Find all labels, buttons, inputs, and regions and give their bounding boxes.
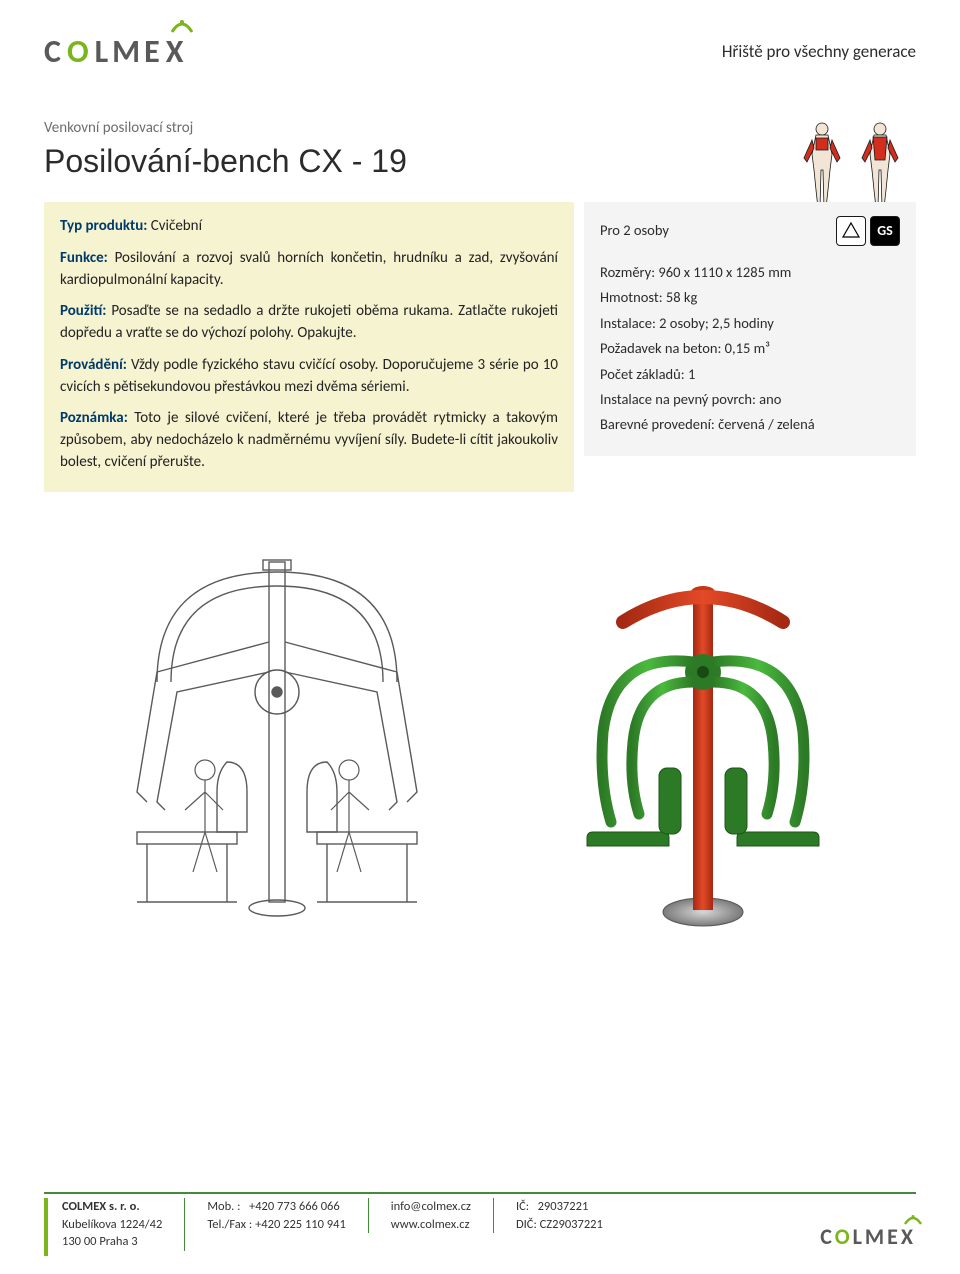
label-funkce: Funkce: [60, 249, 108, 267]
logo-arc-icon [170, 20, 194, 34]
text-provadeni: Vždy podle fyzického stavu cvičící osoby… [60, 356, 558, 396]
footer-accent [44, 1198, 48, 1256]
footer-addr2: 130 00 Praha 3 [62, 1233, 162, 1251]
muscle-figures [798, 120, 904, 210]
mob-label: Mob. : [207, 1199, 240, 1214]
label-typ: Typ produktu: [60, 217, 147, 235]
persons-count: Pro 2 osoby [600, 218, 669, 243]
line-drawing [97, 532, 457, 952]
muscle-front-icon [798, 120, 846, 210]
header: COLMEX Hřiště pro všechny generace [44, 32, 916, 71]
logo-main: COLMEX [44, 32, 187, 71]
telfax-label: Tel./Fax : [207, 1217, 252, 1232]
gs-badge-icon: GS [870, 216, 900, 246]
spec-dimensions: Rozměry: 960 x 1110 x 1285 mm [600, 260, 900, 285]
text-typ: Cvičební [147, 217, 202, 235]
text-pouziti: Posaďte se na sedadlo a držte rukojeti o… [60, 302, 558, 342]
text-poznamka: Toto je silové cvičení, které je třeba p… [60, 409, 558, 471]
cert-badges: GS [836, 216, 900, 246]
footer-address: COLMEX s. r. o. Kubelíkova 1224/42 130 0… [62, 1198, 185, 1251]
footer-rule [44, 1192, 916, 1194]
tuv-badge-icon [836, 216, 866, 246]
footer-company: COLMEX s. r. o. [62, 1198, 162, 1216]
ico-label: IČ: [516, 1199, 529, 1214]
label-pouziti: Použití: [60, 302, 106, 320]
footer-web: info@colmex.cz www.colmex.cz [391, 1198, 494, 1233]
footer-email: info@colmex.cz [391, 1198, 471, 1216]
telfax-value: +420 225 110 941 [255, 1217, 346, 1232]
color-render [543, 532, 863, 952]
footer-logo-arc-icon [904, 1215, 922, 1225]
footer-logo: COLMEX [820, 1223, 916, 1250]
spec-weight: Hmotnost: 58 kg [600, 285, 900, 310]
spec-install: Instalace: 2 osoby; 2,5 hodiny [600, 311, 900, 336]
dic-value: CZ29037221 [540, 1217, 603, 1232]
spec-concrete: Požadavek na beton: 0,15 m³ [600, 336, 900, 361]
ico-value: 29037221 [538, 1199, 589, 1214]
tagline: Hřiště pro všechny generace [722, 41, 916, 62]
footer-phones: Mob. : +420 773 666 066 Tel./Fax : +420 … [207, 1198, 368, 1233]
footer: COLMEX s. r. o. Kubelíkova 1224/42 130 0… [0, 1192, 960, 1256]
spec-surface: Instalace na pevný povrch: ano [600, 387, 900, 412]
specs-panel: Pro 2 osoby GS Rozměry: 960 x 1110 x 128… [584, 202, 916, 456]
product-title: Posilování-bench CX - 19 [44, 143, 916, 180]
footer-addr1: Kubelíkova 1224/42 [62, 1216, 162, 1234]
footer-ids: IČ: 29037221 DIČ: CZ29037221 [516, 1198, 625, 1233]
mob-value: +420 773 666 066 [249, 1199, 340, 1214]
product-category: Venkovní posilovací stroj [44, 119, 916, 137]
dic-label: DIČ: [516, 1217, 537, 1232]
description-panel: Typ produktu: Cvičební Funkce: Posilován… [44, 202, 574, 492]
spec-colors: Barevné provedení: červená / zelená [600, 412, 900, 437]
label-provadeni: Provádění: [60, 356, 127, 374]
muscle-back-icon [856, 120, 904, 210]
spec-foundations: Počet základů: 1 [600, 362, 900, 387]
footer-website: www.colmex.cz [391, 1216, 471, 1234]
label-poznamka: Poznámka: [60, 409, 128, 427]
text-funkce: Posilování a rozvoj svalů horních končet… [60, 249, 558, 289]
